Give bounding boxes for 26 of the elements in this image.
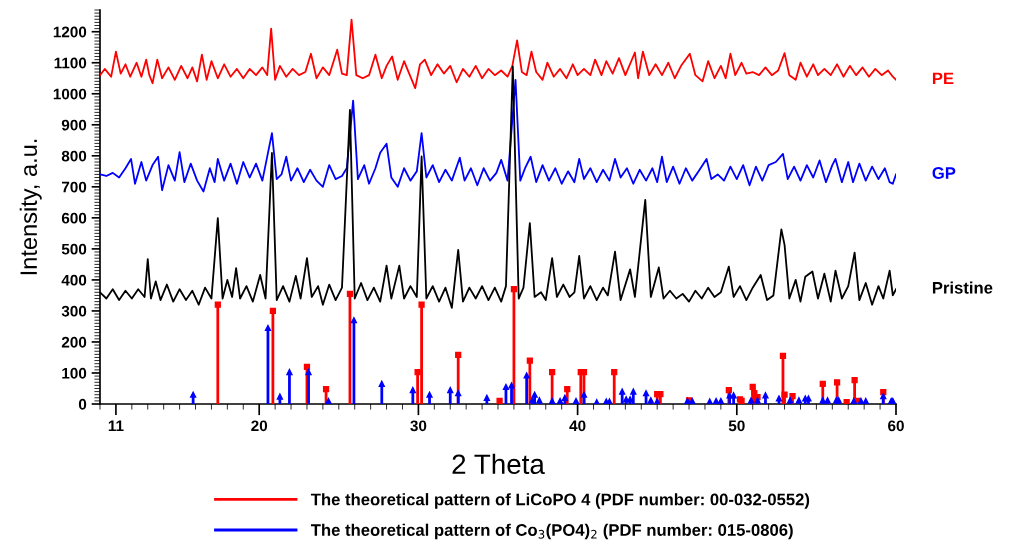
y-tick-label: 300 — [61, 305, 87, 317]
legend-label: The theoretical pattern of LiCoPO 4 (PDF number: 00-032-0552) — [310, 493, 810, 509]
y-tick-label: 900 — [61, 119, 87, 131]
x-tick-label: 50 — [728, 420, 745, 432]
x-tick-label: 60 — [888, 420, 904, 432]
x-tick-label: 40 — [569, 420, 586, 432]
y-tick-label: 0 — [78, 398, 87, 410]
y-axis-title: Intensity, a.u. — [19, 139, 42, 275]
y-tick-label: 100 — [62, 367, 87, 379]
y-tick-label: 1100 — [54, 57, 87, 69]
y-tick-label: 700 — [61, 181, 87, 193]
x-axis-title: 2 Theta — [452, 453, 545, 475]
y-tick-label: 500 — [61, 243, 87, 255]
y-tick-label: 800 — [61, 150, 87, 162]
x-tick-label: 20 — [251, 420, 268, 432]
text: GP — [932, 167, 956, 179]
text: Pristine — [932, 281, 993, 294]
x-tick-label: 30 — [410, 420, 427, 432]
y-tick-label: 600 — [61, 212, 87, 224]
legend-label: The theoretical pattern of Co$_{3}$(PO4)$_{2}$ (PDF number: 015-0806) — [310, 523, 793, 540]
x-tick-label: 11 — [108, 420, 124, 432]
y-tick-label: 1000 — [53, 88, 87, 100]
y-tick-label: 1200 — [53, 26, 87, 38]
y-tick-label: 200 — [61, 336, 87, 348]
text: PE — [932, 72, 954, 85]
y-tick-label: 400 — [61, 274, 87, 286]
